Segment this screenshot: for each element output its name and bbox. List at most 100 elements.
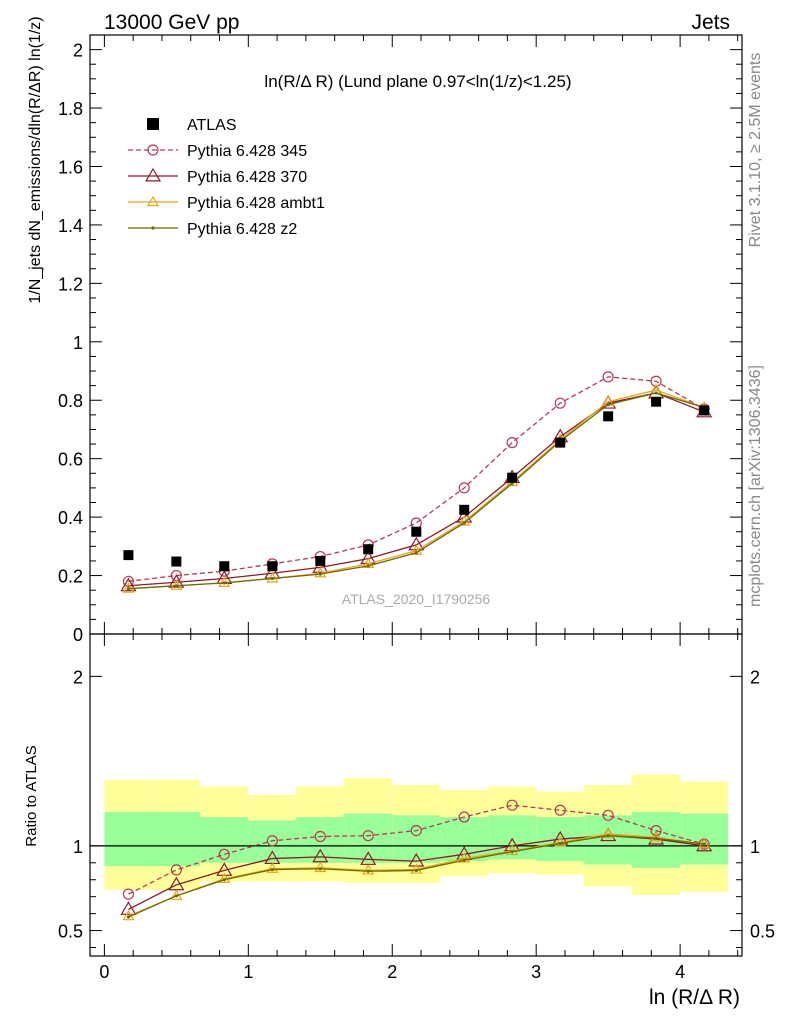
plot-title: ln(R/Δ R) (Lund plane 0.97<ln(1/z)<1.25) [264, 72, 571, 91]
ratio-series-marker [410, 824, 422, 837]
main-series-marker [408, 536, 425, 551]
main-ytick-label: 1.8 [58, 99, 83, 119]
data-point [315, 555, 326, 566]
main-series-marker [126, 587, 131, 591]
xtick-label: 0 [99, 962, 109, 982]
ratio-series-marker [650, 824, 662, 837]
ratio-series-marker [506, 799, 518, 811]
ratio-series-marker [506, 844, 519, 856]
ratio-series-marker [314, 830, 326, 843]
ratio-series-marker [266, 835, 278, 847]
ratio-ytick-label-right: 0.5 [750, 922, 775, 942]
watermark-label: ATLAS_2020_I1790256 [342, 591, 491, 607]
ratio-ytick-label: 0.5 [58, 922, 83, 942]
main-series-marker [506, 437, 518, 449]
main-ytick-label: 1 [73, 333, 83, 353]
main-ytick-label: 1.2 [58, 274, 83, 294]
mcplots-label: mcplots.cern.ch [arXiv:1306.3436] [747, 365, 764, 607]
legend-label: Pythia 6.428 345 [187, 143, 307, 160]
band-green [152, 811, 201, 867]
plot-frames [89, 34, 743, 957]
band-green [584, 815, 633, 865]
data-point [555, 437, 566, 448]
main-series-marker [510, 481, 514, 486]
ratio-series-marker [362, 864, 375, 875]
main-series-marker [554, 397, 566, 409]
rivet-label: Rivet 3.1.10, ≥ 2.5M events [747, 53, 764, 248]
ratio-series-marker [414, 868, 418, 873]
band-green [200, 817, 249, 863]
band-green [248, 820, 297, 863]
ratio-series-marker [602, 827, 615, 839]
main-series-marker [410, 517, 422, 529]
legend-marker-data [147, 118, 159, 130]
ratio-series-marker [458, 811, 470, 823]
main-series-marker [312, 559, 329, 573]
axis-ticks: 0.2 0.4 0.6 0.8 1 1.2 1.4 1.6 1.8 2 0 0.5 0.5 1 1 2 2 0 1 2… [58, 34, 775, 982]
main-series-marker [174, 584, 178, 588]
main-ytick-label: 0.8 [58, 391, 83, 411]
ratio-ytick-label-right: 2 [750, 667, 760, 687]
band-green [296, 817, 345, 863]
x-axis-label: ln (R/Δ R) [649, 986, 740, 1009]
main-ytick-label: 2 [73, 41, 83, 61]
main-series-marker [458, 482, 470, 494]
main-series-marker [366, 564, 370, 568]
legend-label: Pythia 6.428 z2 [187, 221, 297, 238]
y-axis-label-main: 1/N_jets dN_emissions/dln(R/ΔR) ln(1/z) [27, 16, 44, 303]
main-series-marker [654, 391, 658, 395]
ratio-series-marker [606, 834, 610, 838]
main-ytick-label: 0.6 [58, 450, 83, 470]
main-series-marker [270, 576, 274, 581]
ratio-series-marker [174, 894, 178, 898]
ratio-series-marker [318, 867, 322, 871]
main-series-group [120, 371, 713, 593]
ratio-series-marker [266, 862, 279, 873]
ratio-series-marker [602, 809, 614, 821]
main-series-marker [606, 403, 610, 407]
ratio-series-marker [362, 830, 374, 842]
xtick-label: 3 [531, 962, 541, 982]
ratio-series-marker [702, 842, 706, 846]
main-series-marker [120, 577, 137, 592]
ratio-series-marker [222, 878, 226, 882]
ratio-series-line [128, 804, 705, 895]
xtick-label: 2 [387, 962, 397, 982]
ratio-series-marker [126, 915, 131, 919]
main-ytick-label-zero: 0 [73, 625, 83, 645]
ratio-series-marker [408, 852, 425, 867]
ratio-series-marker [120, 901, 137, 915]
ratio-series-marker [366, 869, 370, 873]
band-green [344, 813, 393, 863]
ratio-series-group [120, 799, 713, 921]
main-ytick-label: 1.4 [58, 216, 83, 236]
data-point [603, 411, 614, 422]
ratio-series-marker [458, 852, 471, 863]
y-axis-label-ratio: Ratio to ATLAS [23, 745, 40, 846]
main-series-marker [314, 567, 327, 578]
ratio-series-marker [122, 888, 135, 900]
ratio-series-marker [218, 848, 230, 860]
legend-label: Pythia 6.428 ambt1 [187, 195, 325, 212]
data-point [171, 556, 182, 567]
data-point [363, 544, 374, 555]
ratio-series-marker [650, 831, 663, 842]
data-point [267, 561, 278, 572]
ratio-series-marker [216, 862, 233, 876]
legend-marker [147, 144, 159, 156]
legend-marker [151, 226, 155, 230]
data-point [411, 526, 422, 537]
data-point [459, 504, 470, 515]
header-left-label: 13000 GeV pp [104, 11, 239, 34]
band-green [392, 815, 441, 863]
legend-label: Pythia 6.428 370 [187, 169, 307, 186]
main-ytick-label: 0.2 [58, 567, 83, 587]
legend-marker [146, 195, 160, 207]
data-point [507, 472, 518, 483]
ratio-series-marker [170, 864, 182, 876]
ratio-series-marker [462, 858, 466, 862]
ratio-series-marker [314, 861, 327, 872]
main-series-line [128, 389, 705, 590]
main-series-line [128, 392, 705, 587]
